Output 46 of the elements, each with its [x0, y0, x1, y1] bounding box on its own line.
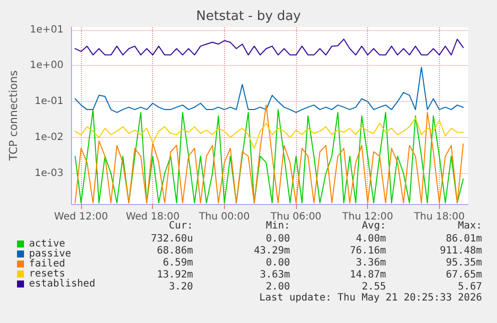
x-tick-label: Thu 00:00: [198, 212, 250, 222]
legend-label: resets: [29, 268, 66, 280]
y-tick-label: 1e-03: [34, 168, 64, 179]
text: 3.63m: [260, 270, 290, 280]
text: 13.92m: [156, 270, 193, 280]
text: 14.87m: [350, 270, 386, 280]
text: Avg:: [362, 220, 386, 232]
text: 68.86m: [156, 246, 193, 256]
text: Max:: [458, 220, 482, 232]
text: 76.16m: [350, 246, 386, 256]
legend-label: failed: [29, 258, 66, 270]
x-tick-label: Thu 12:00: [341, 212, 394, 222]
text: 95.35m: [446, 258, 482, 268]
text: 732.60u: [150, 234, 193, 244]
text: 3.20: [168, 282, 193, 292]
text: Min:: [266, 220, 290, 232]
x-tick-label: Wed 12:00: [54, 212, 108, 222]
x-tick-label: Thu 06:00: [270, 212, 322, 222]
text: 86.01m: [446, 234, 482, 244]
text: 3.36m: [356, 258, 386, 268]
legend-label: established: [29, 278, 96, 290]
text: 6.59m: [162, 258, 193, 268]
text: 4.00m: [356, 234, 386, 244]
line-series: [74, 117, 464, 149]
text: 0.00: [266, 234, 290, 244]
legend-label: active: [29, 238, 66, 250]
y-axis-title: TCP connections: [7, 70, 20, 162]
text: 0.00: [266, 258, 290, 268]
text: 5.67: [458, 282, 482, 292]
line-series: [74, 38, 464, 56]
text: 911.48m: [440, 246, 482, 256]
text: 2.00: [266, 282, 290, 292]
text: 2.55: [362, 282, 386, 292]
text: Last update: Thu May 21 20:25:33 2026: [259, 292, 482, 304]
chart-title: Netstat - by day: [196, 9, 302, 24]
line-series: [74, 66, 464, 113]
y-tick-label: 1e+00: [30, 60, 64, 72]
legend-label: passive: [29, 248, 72, 260]
y-tick-label: 1e-01: [34, 96, 64, 108]
y-tick-label: 1e+01: [30, 24, 64, 36]
x-tick-label: Thu 18:00: [412, 212, 465, 222]
y-tick-label: 1e-02: [34, 132, 64, 143]
text: Cur:: [168, 220, 193, 232]
x-tick-label: Wed 18:00: [126, 212, 180, 222]
text: 43.29m: [254, 246, 290, 256]
text: 67.65m: [446, 270, 482, 280]
